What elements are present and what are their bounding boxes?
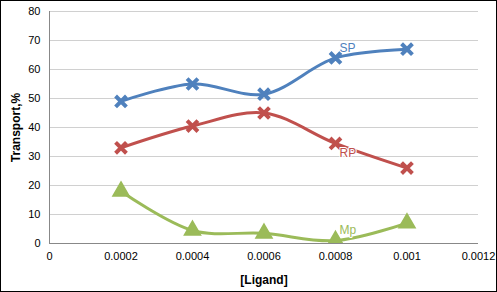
svg-text:50: 50: [28, 92, 40, 104]
svg-text:70: 70: [28, 34, 40, 46]
svg-text:0.0002: 0.0002: [104, 250, 138, 262]
svg-text:SP: SP: [340, 41, 356, 55]
svg-text:0.0008: 0.0008: [319, 250, 353, 262]
svg-text:20: 20: [28, 179, 40, 191]
svg-text:0.0006: 0.0006: [247, 250, 281, 262]
svg-text:[Ligand]: [Ligand]: [240, 273, 287, 287]
svg-text:Mp: Mp: [340, 223, 357, 237]
svg-text:RP: RP: [340, 146, 357, 160]
svg-text:60: 60: [28, 63, 40, 75]
svg-text:10: 10: [28, 208, 40, 220]
svg-text:0.0012: 0.0012: [462, 250, 496, 262]
svg-text:0.001: 0.001: [393, 250, 421, 262]
svg-text:30: 30: [28, 150, 40, 162]
svg-text:0: 0: [34, 237, 40, 249]
svg-text:40: 40: [28, 121, 40, 133]
svg-text:80: 80: [28, 5, 40, 17]
svg-text:Transport,%: Transport,%: [9, 93, 23, 163]
svg-text:0: 0: [46, 250, 52, 262]
svg-text:0.0004: 0.0004: [176, 250, 210, 262]
